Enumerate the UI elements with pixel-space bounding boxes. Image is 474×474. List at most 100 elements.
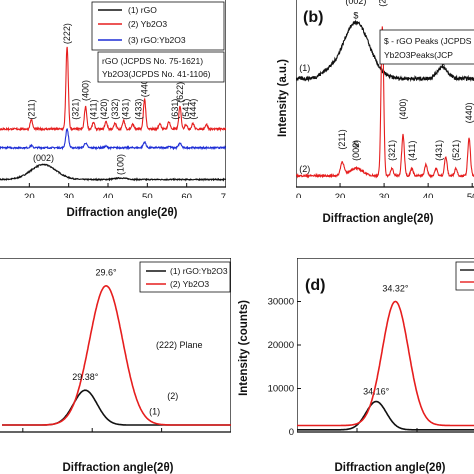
panel-b-frame [296,0,474,188]
panel-d-ytick-label-0: 0 [289,427,294,438]
panel-c-xtick-label-0: 29.0 [14,437,33,448]
panel-c-annotation-1: 29.38° [72,372,99,382]
panel-a: 20 30 40 50 60 70 (211) (222) (321)(400)(411) (42… [0,0,232,219]
panel-d-frame [297,258,474,433]
legend-a-2: (2) Yb2O3 [128,19,167,29]
reference-rgo: rGO (JCPDS No. 75-1621) [102,56,203,66]
panel-a-annotation-15: (100) [116,154,126,175]
panel-b-series-0 [296,19,474,83]
panel-b-xtick-label-0: 10 [291,192,302,203]
legend-b-2: Yb2O3Peaks(JCP [384,50,453,60]
panel-c-annotation-3: (2) [167,391,178,401]
panel-c-frame [0,258,231,433]
panel-d-ytick-label-1: 10000 [268,384,294,395]
panel-d-xlabel: Diffraction angle(2θ) [334,462,445,474]
legend-a-3: (3) rGO:Yb2O3 [128,35,186,45]
panel-d-xtick-label-2: 34.5 [408,437,427,448]
panel-d-legend-fragment [455,261,474,291]
panel-b-annotation-11: (400) [398,99,408,120]
panel-a-xtick-label-4: 60 [181,192,192,203]
legend-c-2: (2) Yb2O3 [170,279,209,289]
panel-b-annotation-2: (222) [377,0,387,7]
panel-b-label: (b) [303,9,323,26]
panel-d-series-1 [297,300,474,427]
panel-d-xtick-label-0: 33.5 [288,437,307,448]
panel-a-reference: rGO (JCPDS No. 75-1621) Yb2O3(JCPDS No. … [97,51,225,83]
panel-b-series-1 [296,26,474,179]
panel-c-xtick-label-3: 30.5 [222,437,241,448]
panel-d-annotation-0: 34.32° [382,283,409,293]
panel-a-xlabel: Diffraction angle(2θ) [66,207,177,219]
panel-b-annotation-10: (321) [387,140,397,161]
reference-yb2o3: Yb2O3(JCPDS No. 41-1106) [102,69,211,79]
panel-c-series-0 [2,389,231,426]
panel-b: 1020304050(002)$(222)(100)$(1)(2)(211)$(… [277,0,474,225]
panel-a-xtick-label-1: 30 [63,192,74,203]
panel-c-annotation-0: 29.6° [96,267,118,277]
legend-a-1: (1) rGO [128,5,157,15]
panel-a-annotation-6: (332) [110,99,120,120]
panel-d-ytick-label-3: 30000 [268,297,294,308]
panel-b-annotation-9: (002) [351,140,361,161]
panel-d-xtick-label-3: 35.0 [468,437,474,448]
panel-b-annotation-7: (211) [337,129,347,149]
panel-a-xtick-label-3: 50 [142,192,153,203]
panel-c-series-1 [2,284,231,426]
panel-b-annotation-5: (1) [299,63,310,73]
panel-b-annotation-0: (002) [345,0,366,6]
panel-c: 29.0 29.5 30.0 30.5 29.6° 29.38° (1) (2) (1) rG… [0,258,241,474]
panel-c-plane: (222) Plane [156,340,203,350]
panel-b-xtick-label-3: 40 [423,192,434,203]
panel-a-annotation-8: (433) [134,99,144,120]
panel-a-annotation-14: (002) [33,153,54,163]
panel-a-annotation-2: (321) [71,99,81,120]
panel-c-xlabel: Diffraction angle(2θ) [62,462,173,474]
panel-a-annotation-12: (541) [181,99,191,120]
panel-b-xtick-label-1: 20 [335,192,346,203]
panel-a-annotation-4: (411) [88,99,98,119]
panel-a-xtick-label-0: 20 [24,192,35,203]
panel-c-legend: (1) rGO:Yb2O3 (2) Yb2O3 [139,261,231,293]
panel-b-annotation-14: (521) [451,140,461,161]
panel-a-annotation-10: (631) [170,99,180,120]
panel-d-annotation-1: 34.16° [363,387,390,397]
panel-b-legend: $ - rGO Peaks (JCPDS Yb2O3Peaks(JCP [379,29,474,65]
legend-b-1: $ - rGO Peaks (JCPDS [384,36,472,46]
panel-a-annotation-3: (400) [81,80,91,101]
panel-a-frame [0,0,226,188]
panel-b-annotation-1: $ [353,11,358,21]
panel-a-annotation-0: (211) [26,99,36,119]
panel-a-legend: (1) rGO (2) Yb2O3 (3) rGO:Yb2O3 [91,1,225,51]
panel-a-xtick-label-5: 70 [221,192,232,203]
panel-b-annotation-15: (440) [464,102,474,123]
panel-b-annotation-6: (2) [299,164,310,174]
panel-c-xtick-label-1: 29.5 [83,437,102,448]
panel-b-annotation-8: $ [353,140,358,150]
panel-d-xtick-label-1: 34.0 [348,437,367,448]
panel-a-annotation-7: (431) [121,99,131,120]
panel-d-ylabel: Intensity (counts) [238,300,250,396]
panel-d-series-0 [297,400,474,431]
panel-b-ylabel: Intensity (a.u.) [277,59,289,137]
panel-a-series-1 [0,128,226,151]
panel-a-annotation-5: (420) [99,99,109,120]
panel-b-xtick-label-2: 30 [379,192,390,203]
panel-c-annotation-2: (1) [149,407,160,417]
panel-a-annotation-1: (222) [62,23,72,44]
legend-c-1: (1) rGO:Yb2O3 [170,266,228,276]
panel-d: 33.5 34.0 34.5 35.0 34.32° 34.16° (d) Intensi… [238,258,474,474]
panel-a-series-2 [0,46,226,132]
panel-c-xtick-label-2: 30.0 [152,437,171,448]
panel-b-xlabel: Diffraction angle(2θ) [322,213,433,225]
panel-b-annotation-12: (411) [407,140,417,160]
panel-a-series-0 [0,163,226,182]
panel-b-annotation-13: (431) [434,140,444,161]
panel-a-annotation-13: (444) [188,99,198,120]
panel-d-ytick-label-2: 20000 [268,340,294,351]
panel-a-annotation-9: (440) [140,76,150,97]
panel-d-label: (d) [305,277,325,294]
panel-a-xtick-label-2: 40 [103,192,114,203]
panel-b-xtick-label-4: 50 [467,192,474,203]
panel-a-annotation-11: (622) [175,82,185,103]
